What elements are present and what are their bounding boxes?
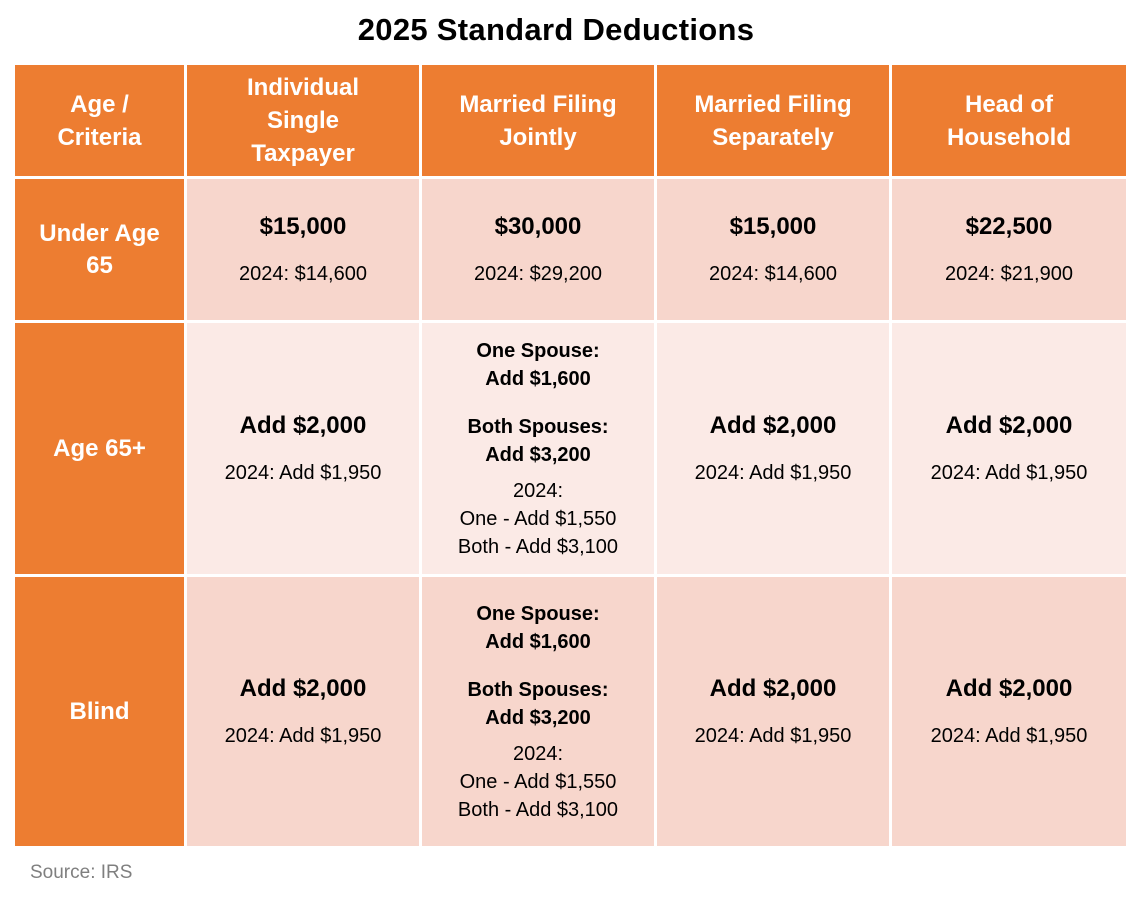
prior-year-amount: 2024: $29,200 bbox=[474, 262, 602, 285]
both-spouses-label: Both Spouses: bbox=[467, 678, 609, 701]
row-label-line: 65 bbox=[86, 251, 113, 279]
deduction-amount: Add $2,000 bbox=[945, 411, 1073, 439]
cell-blind-joint: One Spouse: Add $1,600 Both Spouses: Add… bbox=[419, 574, 657, 849]
cell-age65-hoh: Add $2,000 2024: Add $1,950 bbox=[889, 320, 1129, 577]
header-row: Age / Criteria Individual Single Taxpaye… bbox=[12, 62, 1129, 179]
prior-year-amount: 2024: Add $1,950 bbox=[930, 461, 1088, 484]
prior-year-one: One - Add $1,550 bbox=[459, 507, 617, 530]
header-separate-line: Married Filing bbox=[694, 90, 852, 118]
header-joint: Married Filing Jointly bbox=[419, 62, 657, 179]
header-criteria-line: Criteria bbox=[57, 123, 142, 151]
prior-year-label: 2024: bbox=[512, 742, 564, 765]
deduction-amount: Add $2,000 bbox=[945, 674, 1073, 702]
header-hoh: Head of Household bbox=[889, 62, 1129, 179]
prior-year-amount: 2024: Add $1,950 bbox=[224, 461, 382, 484]
row-age-65-plus: Age 65+ Add $2,000 2024: Add $1,950 One … bbox=[12, 320, 1129, 577]
source-note: Source: IRS bbox=[30, 862, 133, 883]
deduction-amount: Add $2,000 bbox=[239, 411, 367, 439]
row-label-blind: Blind bbox=[12, 574, 187, 849]
prior-year-one: One - Add $1,550 bbox=[459, 770, 617, 793]
header-criteria-line: Age / bbox=[70, 90, 129, 118]
row-under-65: Under Age 65 $15,000 2024: $14,600 $30,0… bbox=[12, 176, 1129, 323]
header-single: Individual Single Taxpayer bbox=[184, 62, 422, 179]
both-spouses-value: Add $3,200 bbox=[485, 443, 591, 466]
header-separate-line: Separately bbox=[712, 123, 834, 151]
deduction-amount: Add $2,000 bbox=[709, 411, 837, 439]
one-spouse-label: One Spouse: bbox=[476, 339, 600, 362]
prior-year-amount: 2024: $21,900 bbox=[945, 262, 1073, 285]
header-single-line: Individual bbox=[246, 74, 359, 101]
header-hoh-line: Head of bbox=[964, 90, 1053, 118]
cell-age65-joint: One Spouse: Add $1,600 Both Spouses: Add… bbox=[419, 320, 657, 577]
deduction-amount: $15,000 bbox=[259, 212, 347, 240]
deduction-amount: $22,500 bbox=[965, 212, 1053, 240]
header-single-line: Single bbox=[266, 107, 339, 134]
header-single-line: Taxpayer bbox=[251, 140, 355, 167]
cell-blind-hoh: Add $2,000 2024: Add $1,950 bbox=[889, 574, 1129, 849]
one-spouse-label: One Spouse: bbox=[476, 602, 600, 625]
cell-under65-single: $15,000 2024: $14,600 bbox=[184, 176, 422, 323]
prior-year-amount: 2024: Add $1,950 bbox=[930, 724, 1088, 747]
prior-year-label: 2024: bbox=[512, 479, 564, 502]
header-separate: Married Filing Separately bbox=[654, 62, 892, 179]
prior-year-amount: 2024: Add $1,950 bbox=[694, 724, 852, 747]
row-label-line: Under Age bbox=[39, 219, 160, 247]
cell-under65-separate: $15,000 2024: $14,600 bbox=[654, 176, 892, 323]
row-label-under-65: Under Age 65 bbox=[12, 176, 187, 323]
prior-year-both: Both - Add $3,100 bbox=[457, 798, 619, 821]
prior-year-both: Both - Add $3,100 bbox=[457, 535, 619, 558]
prior-year-amount: 2024: $14,600 bbox=[709, 262, 837, 285]
row-label-age-65-plus: Age 65+ bbox=[12, 320, 187, 577]
both-spouses-value: Add $3,200 bbox=[485, 706, 591, 729]
one-spouse-value: Add $1,600 bbox=[485, 367, 591, 390]
cell-age65-separate: Add $2,000 2024: Add $1,950 bbox=[654, 320, 892, 577]
cell-under65-joint: $30,000 2024: $29,200 bbox=[419, 176, 657, 323]
cell-blind-separate: Add $2,000 2024: Add $1,950 bbox=[654, 574, 892, 849]
prior-year-amount: 2024: Add $1,950 bbox=[224, 724, 382, 747]
prior-year-amount: 2024: Add $1,950 bbox=[694, 461, 852, 484]
row-blind: Blind Add $2,000 2024: Add $1,950 One Sp… bbox=[12, 574, 1129, 849]
page-title: 2025 Standard Deductions bbox=[357, 12, 755, 47]
one-spouse-value: Add $1,600 bbox=[485, 630, 591, 653]
deduction-amount: Add $2,000 bbox=[239, 674, 367, 702]
header-joint-line: Jointly bbox=[499, 123, 577, 151]
header-criteria: Age / Criteria bbox=[12, 62, 187, 179]
header-hoh-line: Household bbox=[947, 123, 1071, 151]
deduction-amount: Add $2,000 bbox=[709, 674, 837, 702]
header-joint-line: Married Filing bbox=[459, 90, 617, 118]
cell-age65-single: Add $2,000 2024: Add $1,950 bbox=[184, 320, 422, 577]
both-spouses-label: Both Spouses: bbox=[467, 415, 609, 438]
deduction-amount: $15,000 bbox=[729, 212, 817, 240]
cell-blind-single: Add $2,000 2024: Add $1,950 bbox=[184, 574, 422, 849]
deduction-amount: $30,000 bbox=[494, 212, 582, 240]
prior-year-amount: 2024: $14,600 bbox=[239, 262, 367, 285]
deductions-table: Age / Criteria Individual Single Taxpaye… bbox=[12, 62, 1129, 849]
cell-under65-hoh: $22,500 2024: $21,900 bbox=[889, 176, 1129, 323]
